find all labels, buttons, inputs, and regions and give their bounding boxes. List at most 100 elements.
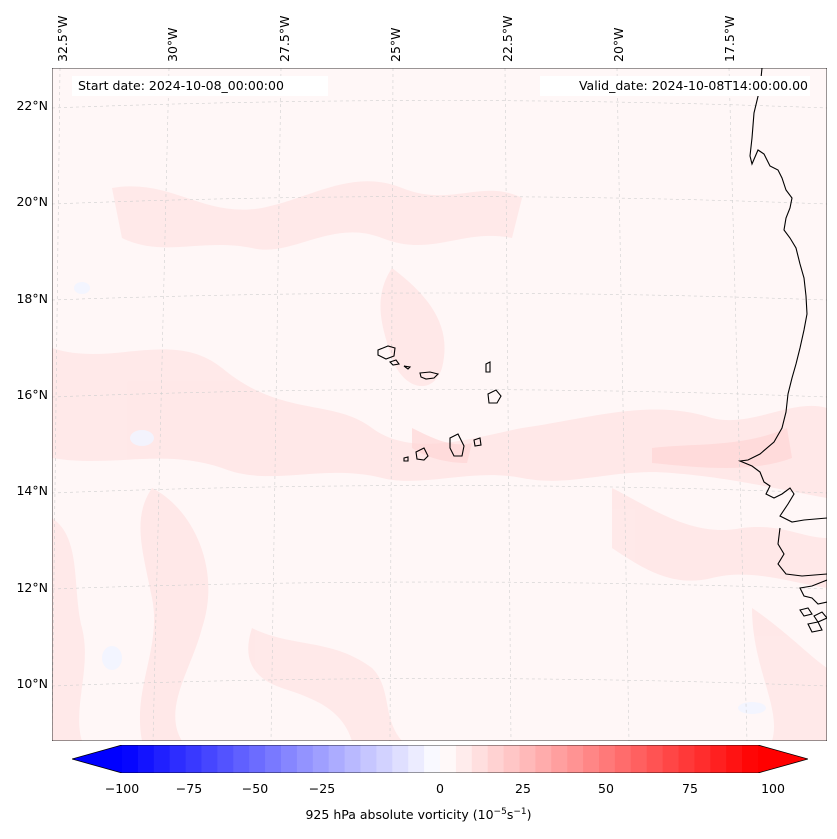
colorbar-segment: [217, 745, 234, 773]
colorbar-segment: [455, 745, 473, 773]
colorbar-segment: [678, 745, 695, 773]
sao-vicente-island: [388, 359, 400, 366]
meridian-line: [152, 68, 170, 741]
lat-label: 20°N: [16, 194, 48, 209]
colorbar-segment: [392, 745, 409, 773]
lon-label: 17.5°W: [722, 15, 737, 62]
lon-label: 25°W: [388, 27, 403, 62]
map-panel: [52, 68, 827, 741]
colorbar-tick-label: 75: [682, 781, 698, 796]
colorbar-segment: [281, 745, 298, 773]
lon-label: 27.5°W: [277, 15, 292, 62]
meridian-line: [270, 68, 282, 741]
colorbar-segment: [169, 745, 187, 773]
guinea-bissau-coastline: [799, 579, 827, 605]
lon-label: 20°W: [611, 27, 626, 62]
colorbar-tick-label: −100: [104, 781, 140, 796]
parallel-line: [52, 100, 827, 109]
santo-antao-island: [377, 345, 396, 360]
colorbar-segment: [122, 745, 139, 773]
colorbar-segment: [551, 745, 568, 773]
lat-label: 22°N: [16, 98, 48, 113]
meridian-line: [728, 68, 748, 741]
boa-vista-island: [487, 389, 502, 404]
colorbar-segment: [296, 745, 314, 773]
colorbar-segment: [265, 745, 282, 773]
lat-label: 12°N: [16, 580, 48, 595]
graticule: [52, 68, 827, 741]
colorbar-segment: [233, 745, 250, 773]
colorbar-segment: [726, 745, 743, 773]
colorbar-segment: [376, 745, 393, 773]
colorbar-segment: [344, 745, 361, 773]
lat-label: 16°N: [16, 387, 48, 402]
african-coastline: [737, 68, 827, 523]
colorbar-segment: [424, 745, 441, 773]
colorbar-segment: [583, 745, 600, 773]
colorbar-segments: [122, 745, 759, 773]
colorbar-tick-label: 50: [598, 781, 614, 796]
valid-date-label: Valid_date: 2024-10-08T14:00:00.00: [540, 76, 810, 96]
cape-verde-islands: [377, 345, 502, 462]
colorbar-segment: [153, 745, 171, 773]
parallel-line: [52, 581, 827, 590]
brava-island: [403, 456, 409, 462]
colorbar-segment: [535, 745, 552, 773]
colorbar-segment: [503, 745, 520, 773]
colorbar-label: 925 hPa absolute vorticity (10−5s−1): [305, 807, 532, 823]
colorbar-segment: [519, 745, 536, 773]
colorbar-segment: [567, 745, 584, 773]
colorbar-segment: [694, 745, 711, 773]
santa-luzia-island: [403, 365, 412, 370]
parallel-line: [52, 292, 827, 301]
gambia-coastline: [777, 527, 827, 577]
colorbar-tick-label: −25: [308, 781, 336, 796]
lat-label: 10°N: [16, 676, 48, 691]
colorbar-tick-label: 0: [436, 781, 444, 796]
parallel-line: [52, 196, 827, 205]
lon-label: 32.5°W: [55, 15, 70, 62]
parallel-line: [52, 678, 827, 687]
bijagos-islands: [799, 607, 827, 633]
maio-island: [473, 437, 482, 447]
colorbar-segment: [360, 745, 377, 773]
colorbar-segment: [662, 745, 679, 773]
colorbar-segment: [599, 745, 616, 773]
meridian-line: [389, 68, 394, 741]
meridian-line: [504, 68, 512, 741]
parallel-line: [52, 389, 827, 398]
colorbar-tick-label: 25: [515, 781, 531, 796]
colorbar-segment: [185, 745, 202, 773]
colorbar-tick-label: −50: [241, 781, 269, 796]
colorbar-min-extension: [72, 745, 122, 773]
fogo-island: [415, 447, 429, 461]
meridian-line: [52, 68, 61, 741]
colorbar-segment: [408, 745, 425, 773]
sao-nicolau-island: [419, 371, 440, 380]
colorbar-segment: [742, 745, 759, 773]
colorbar-segment: [487, 745, 505, 773]
colorbar-segment: [614, 745, 632, 773]
colorbar-segment: [328, 745, 346, 773]
santiago-island: [449, 433, 465, 457]
start-date-label: Start date: 2024-10-08_00:00:00: [72, 76, 328, 96]
colorbar-segment: [137, 745, 155, 773]
colorbar-segment: [440, 745, 457, 773]
colorbar-segment: [710, 745, 727, 773]
colorbar-segment: [630, 745, 648, 773]
colorbar-tick-label: 100: [761, 781, 785, 796]
colorbar-tick-label: −75: [175, 781, 203, 796]
colorbar-max-extension: [758, 745, 808, 773]
lat-label: 14°N: [16, 483, 48, 498]
lon-label: 22.5°W: [500, 15, 515, 62]
negative-vorticity-patches: [74, 282, 766, 714]
meridian-line: [616, 68, 630, 741]
colorbar-segment: [646, 745, 664, 773]
colorbar-segment: [471, 745, 489, 773]
colorbar-segment: [249, 745, 266, 773]
colorbar-segment: [312, 745, 330, 773]
sal-island: [485, 361, 491, 373]
colorbar-segment: [201, 745, 218, 773]
parallel-line: [52, 485, 827, 494]
